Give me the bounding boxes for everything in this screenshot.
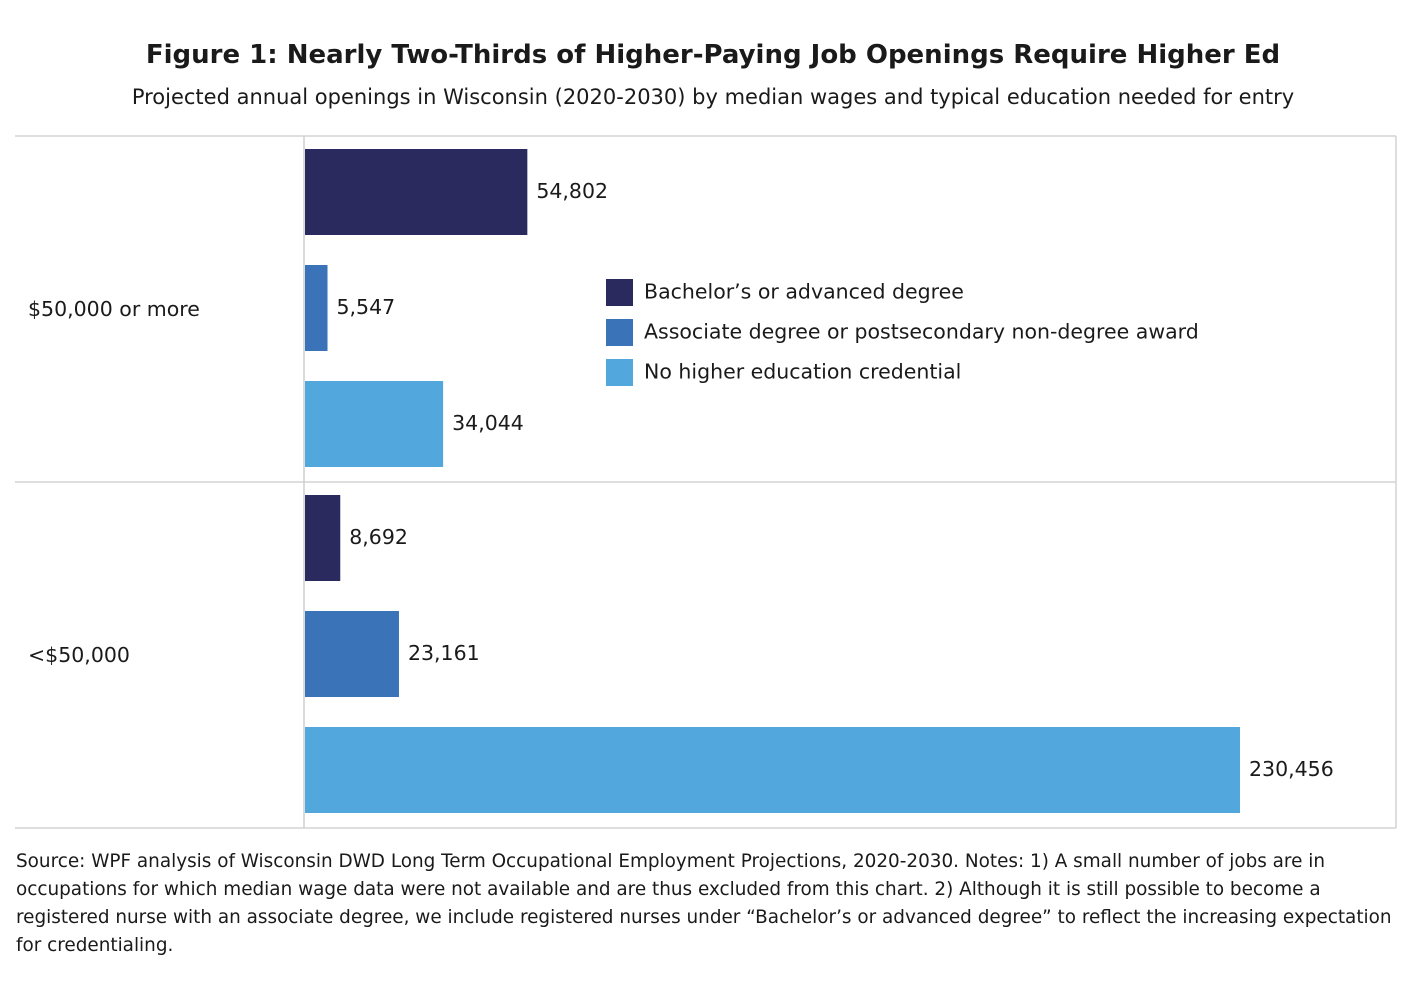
bars xyxy=(305,149,1240,813)
value-label: 8,692 xyxy=(349,525,408,549)
bar-associate-degree-or-postsecondary-non-degree-award xyxy=(305,611,399,697)
legend-swatch-associate-degree-or-postsecondary-non-degree-award xyxy=(606,319,633,346)
legend-swatch-no-higher-education-credential xyxy=(606,359,633,386)
value-label: 34,044 xyxy=(452,411,524,435)
chart-frame xyxy=(15,135,1397,829)
value-labels: 54,802 5,547 34,044 8,692 23,161 230,456 xyxy=(337,179,1334,781)
bar-associate-degree-or-postsecondary-non-degree-award xyxy=(305,265,328,351)
category-label: <$50,000 xyxy=(28,643,130,667)
value-label: 23,161 xyxy=(408,641,480,665)
category-labels: $50,000 or more <$50,000 xyxy=(28,297,200,667)
bar-bachelor-s-or-advanced-degree xyxy=(305,149,528,235)
bar-no-higher-education-credential xyxy=(305,727,1240,813)
bar-chart: $50,000 or more <$50,000 54,802 5,547 34,04… xyxy=(15,135,1397,829)
chart-title: Figure 1: Nearly Two-Thirds of Higher-Pa… xyxy=(145,40,1281,70)
legend-label: No higher education credential xyxy=(644,360,961,384)
value-label: 230,456 xyxy=(1249,757,1334,781)
legend-label: Associate degree or postsecondary non-de… xyxy=(644,320,1199,344)
bar-bachelor-s-or-advanced-degree xyxy=(305,495,341,581)
source-note: Source: WPF analysis of Wisconsin DWD Lo… xyxy=(16,851,1392,956)
bar-no-higher-education-credential xyxy=(305,381,444,467)
chart-subtitle: Projected annual openings in Wisconsin (… xyxy=(131,85,1295,109)
legend: Bachelor’s or advanced degree Associate d… xyxy=(606,279,1199,386)
legend-swatch-bachelor-s-or-advanced-degree xyxy=(606,279,633,306)
value-label: 5,547 xyxy=(337,295,396,319)
legend-label: Bachelor’s or advanced degree xyxy=(644,280,964,304)
value-label: 54,802 xyxy=(536,179,608,203)
category-label: $50,000 or more xyxy=(28,297,200,321)
